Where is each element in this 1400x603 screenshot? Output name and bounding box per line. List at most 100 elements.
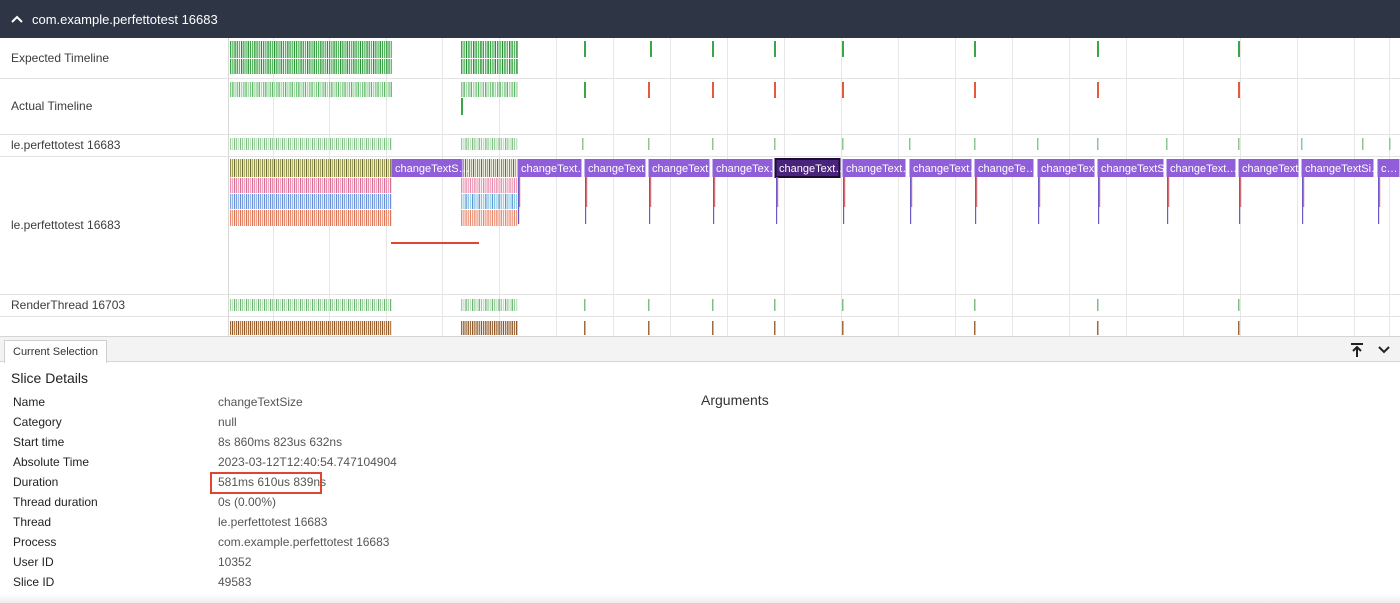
expected-frame [357, 41, 359, 58]
thread-summary-slice [346, 138, 348, 150]
thread-slice [467, 194, 469, 209]
render-slice [270, 299, 272, 311]
render-slice [463, 299, 465, 311]
tab-current-selection[interactable]: Current Selection [4, 340, 107, 363]
detail-value[interactable]: com.example.perfettotest 16683 [218, 535, 390, 549]
expected-frame [487, 59, 489, 74]
thread-slice [252, 159, 254, 177]
chevron-down-icon[interactable] [1374, 340, 1394, 360]
thread-slice [240, 210, 242, 226]
render-slice [494, 299, 496, 311]
thread-summary-slice [1037, 138, 1039, 150]
render-slice [485, 321, 487, 335]
child-slice [1039, 177, 1041, 207]
actual-frame [379, 82, 381, 97]
thread-summary-slice [264, 138, 266, 150]
child-slice [713, 177, 715, 224]
thread-slice [380, 194, 382, 209]
detail-value[interactable]: changeTextSize [218, 395, 303, 409]
thread-slice [465, 159, 467, 177]
thread-slice [513, 194, 516, 209]
thread-slice [479, 159, 481, 177]
thread-slice [322, 178, 324, 193]
thread-slice [480, 210, 483, 226]
thread-slice [242, 178, 244, 193]
expected-frame [388, 59, 390, 74]
expected-frame [311, 41, 313, 58]
render-slice [340, 299, 342, 311]
child-slice [1168, 177, 1170, 207]
thread-summary-slice [280, 138, 282, 150]
thread-slice [358, 178, 360, 193]
detail-value[interactable]: 8s 860ms 823us 632ns [218, 435, 343, 449]
render-slice [300, 321, 302, 335]
expected-frame [463, 59, 465, 74]
detail-value[interactable]: le.perfettotest 16683 [218, 515, 328, 529]
actual-frame [473, 82, 475, 97]
render-slice [478, 321, 480, 335]
grid-line [613, 38, 614, 336]
thread-slice [302, 194, 304, 209]
thread-slice [376, 210, 378, 226]
pin-to-top-icon[interactable] [1347, 340, 1367, 360]
render-slice [483, 299, 485, 311]
expected-frame [313, 59, 315, 74]
expected-frame [320, 41, 322, 58]
actual-frame [504, 82, 506, 97]
render-slice [314, 299, 316, 311]
render-slice [513, 299, 516, 311]
thread-slice [376, 194, 378, 209]
actual-frame [468, 82, 470, 97]
thread-slice [516, 210, 518, 226]
thread-slice [254, 210, 256, 226]
expected-frame [271, 41, 274, 58]
thread-slice [304, 178, 306, 193]
thread-slice [471, 159, 473, 177]
render-slice [362, 299, 364, 311]
timeline-canvas[interactable]: changeTextS… changeText… changeText…change… [229, 38, 1400, 336]
render-slice [256, 321, 258, 335]
thread-summary-slice [974, 138, 976, 150]
thread-summary-slice [384, 138, 386, 150]
details-panel-tabbar: Current Selection [0, 336, 1400, 363]
slice-label: changeText… [652, 163, 719, 175]
track-area[interactable]: Expected Timeline Actual Timeline le.per… [0, 38, 1400, 336]
render-slice [364, 321, 366, 335]
actual-frame [258, 82, 260, 97]
thread-summary-slice [330, 138, 332, 150]
render-slice [328, 299, 330, 311]
thread-slice [236, 178, 238, 193]
slice-block [391, 159, 463, 177]
expected-frame [487, 41, 489, 58]
expected-frame [243, 41, 245, 58]
slice-label: changeText… [913, 163, 980, 175]
thread-summary-slice [1238, 138, 1240, 150]
process-header[interactable]: com.example.perfettotest 16683 [0, 0, 1400, 38]
expected-frame [260, 59, 263, 74]
render-slice [330, 321, 332, 335]
expected-frame [470, 41, 473, 58]
chevron-up-icon[interactable] [10, 12, 24, 26]
thread-slice [344, 159, 346, 177]
expected-frame [280, 41, 282, 58]
render-slice [240, 321, 242, 335]
expected-frame [465, 59, 468, 74]
thread-summary-slice [474, 138, 476, 150]
render-slice [248, 321, 250, 335]
render-slice [270, 321, 272, 335]
render-slice [296, 299, 298, 311]
expected-frame [388, 41, 390, 58]
actual-frame [485, 82, 487, 97]
render-slice [314, 321, 316, 335]
thread-slice [308, 210, 310, 226]
actual-frame [265, 82, 267, 97]
actual-frame [340, 82, 342, 97]
thread-slice [362, 178, 364, 193]
thread-summary-slice [350, 138, 352, 150]
thread-slice [474, 178, 476, 193]
thread-slice [324, 178, 326, 193]
render-slice [276, 299, 278, 311]
thread-slice [248, 178, 250, 193]
render-slice [320, 299, 322, 311]
thread-summary-slice [356, 138, 358, 150]
